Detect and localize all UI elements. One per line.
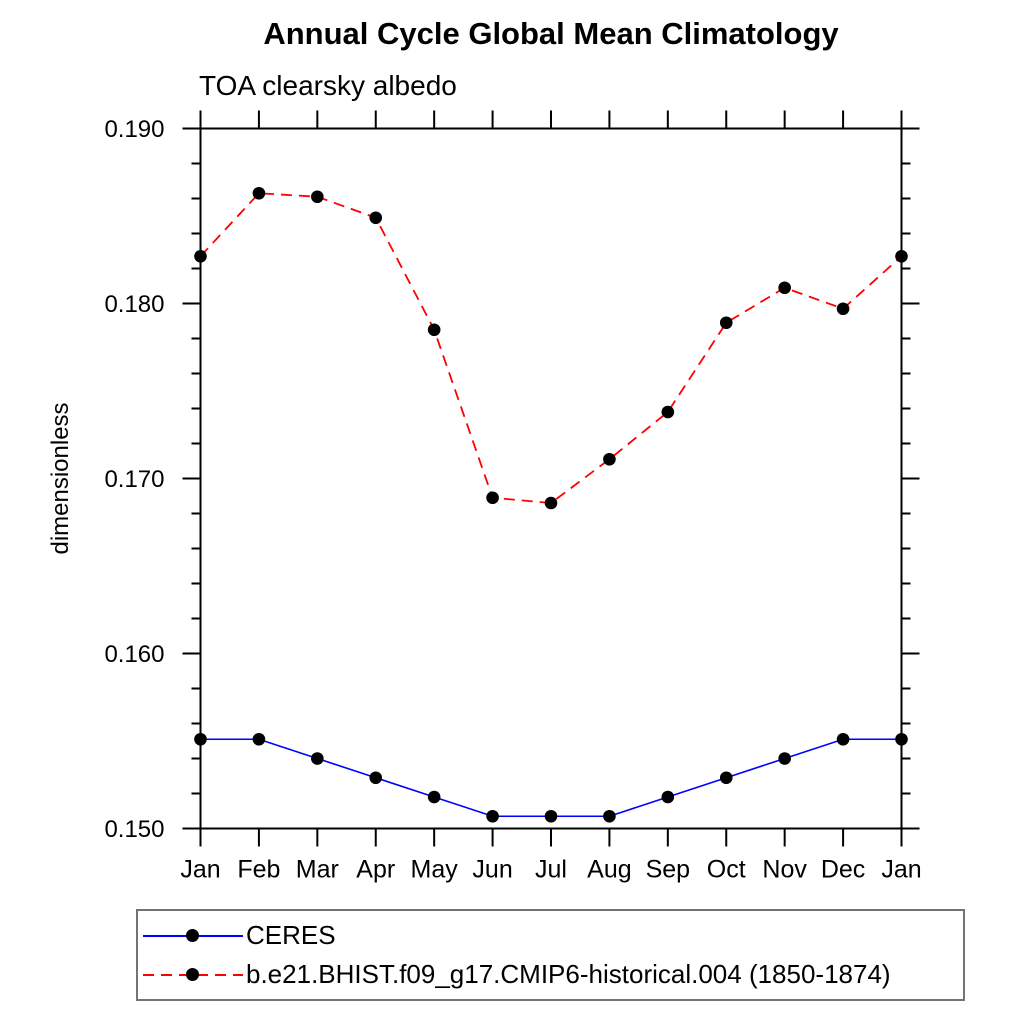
- data-point-marker: [194, 249, 207, 263]
- data-point-marker: [311, 752, 324, 765]
- data-point-marker: [603, 809, 616, 823]
- y-axis-tick-label: 0.170: [104, 466, 164, 493]
- y-axis-tick-label: 0.160: [104, 641, 164, 668]
- legend-label-model: b.e21.BHIST.f09_g17.CMIP6-historical.004…: [246, 959, 891, 989]
- data-point-marker: [836, 302, 850, 316]
- data-point-marker: [194, 732, 207, 746]
- y-axis-tick-label: 0.180: [104, 291, 164, 318]
- y-axis-tick-label: 0.150: [104, 816, 164, 843]
- x-axis-tick-label: Apr: [356, 856, 395, 884]
- legend-item-ceres: CERES: [143, 920, 963, 950]
- data-point-marker: [427, 790, 441, 804]
- x-axis-tick-label: Feb: [237, 856, 280, 884]
- data-point-marker: [369, 771, 383, 785]
- data-point-marker: [252, 186, 266, 200]
- data-point-marker: [661, 790, 675, 804]
- chart-subtitle: TOA clearsky albedo: [199, 70, 457, 101]
- x-axis-tick-label: Sep: [646, 856, 690, 884]
- data-point-marker: [369, 211, 383, 225]
- data-point-marker: [778, 281, 791, 295]
- data-point-marker: [486, 491, 499, 505]
- legend-line-sample-model: [143, 967, 243, 982]
- data-point-marker: [895, 249, 908, 263]
- series-line-ceres: [200, 738, 902, 818]
- x-axis-tick-label: Jul: [535, 856, 567, 884]
- y-axis-tick-label: 0.190: [104, 116, 164, 143]
- data-point-marker: [603, 452, 616, 466]
- x-axis-tick-label: Oct: [707, 856, 746, 884]
- data-point-marker: [486, 809, 499, 823]
- data-point-marker: [661, 405, 675, 419]
- legend-label-ceres: CERES: [246, 920, 336, 950]
- x-axis-tick-label: Nov: [762, 856, 807, 884]
- x-axis-tick-label: Jun: [472, 856, 512, 884]
- x-axis-tick-label: May: [411, 856, 459, 884]
- x-axis-tick-label: Jan: [881, 856, 921, 884]
- data-point-marker: [836, 732, 850, 746]
- x-axis-tick-label: Jan: [180, 856, 220, 884]
- data-point-marker: [544, 809, 558, 823]
- data-point-marker: [252, 732, 266, 746]
- data-point-marker: [895, 732, 908, 746]
- y-axis-title: dimensionless: [47, 402, 74, 554]
- x-axis-tick-label: Aug: [587, 856, 631, 884]
- legend-sample-marker: [186, 967, 199, 981]
- data-point-marker: [544, 496, 558, 510]
- data-point-marker: [778, 752, 791, 765]
- data-point-marker: [719, 771, 733, 785]
- plot-frame: [199, 127, 903, 830]
- x-axis-tick-label: Dec: [821, 856, 865, 884]
- legend-line-sample-ceres: [143, 928, 243, 943]
- x-axis-tick-label: Mar: [296, 856, 339, 884]
- legend-item-model: b.e21.BHIST.f09_g17.CMIP6-historical.004…: [143, 959, 963, 989]
- series-line-model: [199, 192, 903, 504]
- legend-sample-marker: [186, 928, 199, 942]
- data-point-marker: [427, 323, 441, 337]
- data-point-marker: [719, 316, 733, 330]
- legend: CERES b.e21.BHIST.f09_g17.CMIP6-historic…: [136, 909, 965, 1001]
- chart-title: Annual Cycle Global Mean Climatology: [263, 16, 839, 51]
- data-point-marker: [311, 190, 324, 204]
